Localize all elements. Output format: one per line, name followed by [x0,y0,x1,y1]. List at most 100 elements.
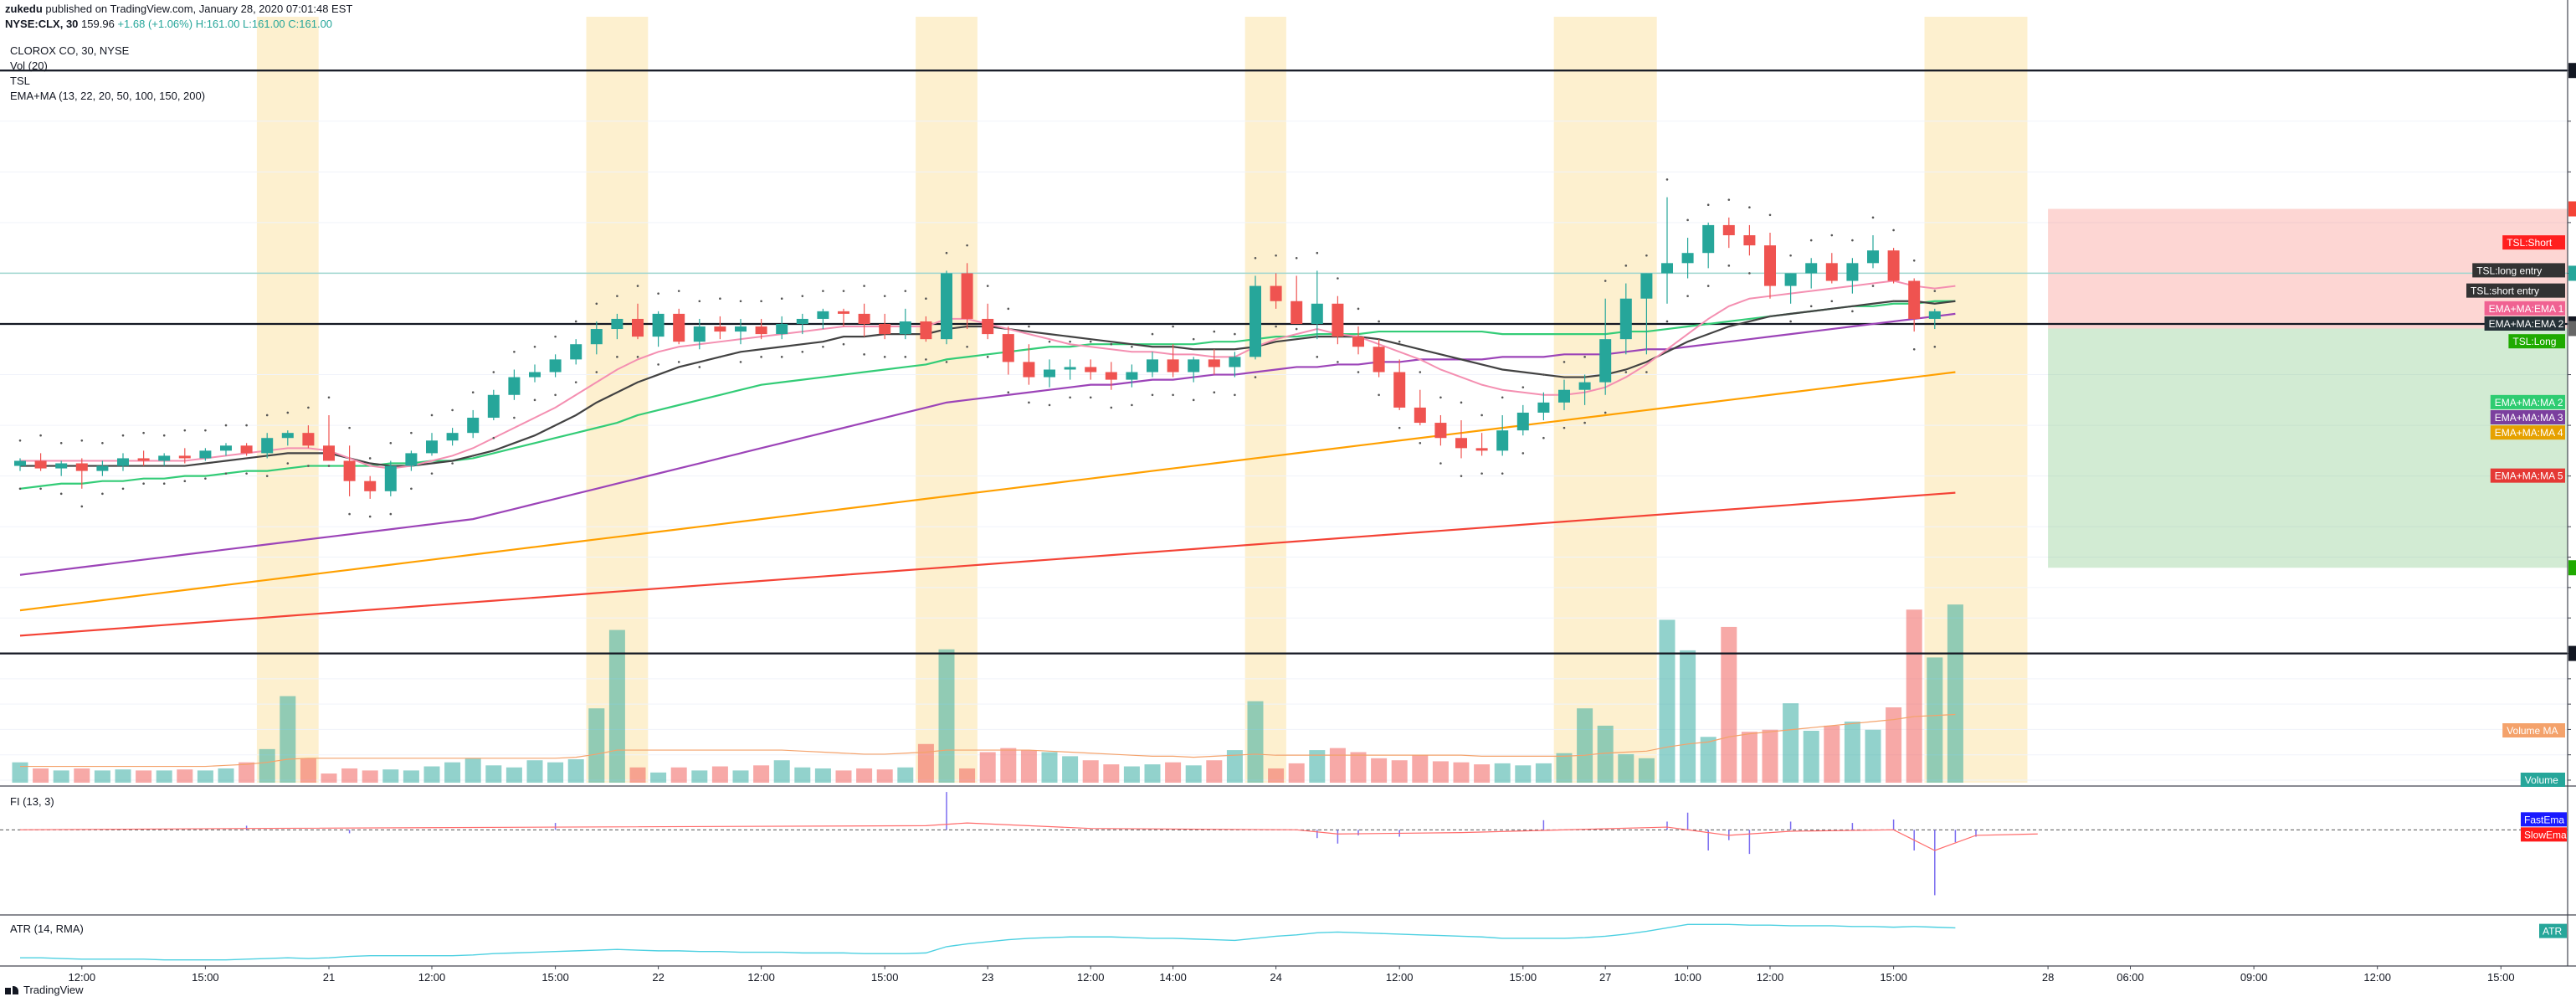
candle-body[interactable] [446,433,459,441]
candle-body[interactable] [1496,430,1509,451]
candle-body[interactable] [961,273,973,319]
candle-body[interactable] [1764,245,1776,286]
candle-body[interactable] [632,318,644,337]
candle-body[interactable] [982,318,994,335]
candle-body[interactable] [899,321,911,335]
candle-body[interactable] [920,321,932,340]
candle-body[interactable] [343,460,356,481]
candle-body[interactable] [1825,263,1838,281]
candle-body[interactable] [879,323,891,335]
candle-body[interactable] [1887,250,1900,281]
candle-body[interactable] [1332,303,1344,337]
candle-body[interactable] [96,465,109,471]
candle-body[interactable] [673,313,685,342]
candle-body[interactable] [590,329,603,345]
candle-body[interactable] [611,318,623,330]
candle-body[interactable] [1147,359,1158,373]
candle-body[interactable] [1208,359,1220,367]
candle-body[interactable] [652,313,665,337]
candle-body[interactable] [1105,372,1117,380]
candle-body[interactable] [1167,359,1179,373]
candle-body[interactable] [1702,224,1715,254]
candle-body[interactable] [1805,263,1818,274]
candle-body[interactable] [1928,311,1941,319]
candle-body[interactable] [1908,280,1921,319]
candle-body[interactable] [302,433,315,446]
candle-body[interactable] [1784,273,1797,286]
candle-body[interactable] [693,326,706,342]
candle-body[interactable] [1681,253,1694,264]
candle-body[interactable] [1599,339,1612,383]
author-name[interactable]: zukedu [5,3,43,15]
candle-body[interactable] [1393,372,1406,408]
candle-body[interactable] [384,465,397,491]
candle-body[interactable] [1661,263,1673,274]
candle-body[interactable] [1126,372,1138,380]
candle-body[interactable] [817,311,829,319]
candle-body[interactable] [549,359,562,373]
candle-body[interactable] [261,438,274,454]
candle-body[interactable] [405,453,418,466]
candle-body[interactable] [941,273,952,340]
candle-body[interactable] [714,326,726,332]
candle-body[interactable] [838,311,849,314]
candle-body[interactable] [487,394,500,419]
candle-body[interactable] [858,313,870,324]
candle-body[interactable] [1743,235,1756,246]
candle-body[interactable] [1291,301,1303,324]
candle-body[interactable] [199,450,212,459]
legend-ema-ma[interactable]: EMA+MA (13, 22, 20, 50, 100, 150, 200) [10,90,206,102]
candle-body[interactable] [570,344,582,360]
legend-force-index[interactable]: FI (13, 3) [10,795,54,808]
candle-body[interactable] [508,377,521,395]
candle-body[interactable] [1002,334,1014,362]
tradingview-logo[interactable]: TradingView [5,984,84,996]
candle-body[interactable] [1085,367,1097,373]
legend-atr[interactable]: ATR (14, RMA) [10,922,84,935]
candle-body[interactable] [220,445,232,451]
candle-body[interactable] [1558,389,1570,403]
candle-body[interactable] [1619,298,1632,340]
candle-body[interactable] [529,372,541,378]
target-zone[interactable] [2048,328,2568,568]
candle-body[interactable] [178,455,191,459]
candle-body[interactable] [1475,448,1488,451]
candle-body[interactable] [1270,285,1282,301]
candle-body[interactable] [1516,412,1529,431]
candle-body[interactable] [1229,357,1241,367]
candle-body[interactable] [467,418,480,434]
candle-body[interactable] [14,460,26,466]
candle-body[interactable] [1640,273,1653,299]
candle-body[interactable] [735,326,747,332]
candle-body[interactable] [240,445,253,454]
candle-body[interactable] [1044,369,1055,378]
candle-body[interactable] [796,318,808,324]
candle-body[interactable] [1023,362,1035,378]
candle-body[interactable] [1578,382,1591,390]
candle-body[interactable] [75,463,88,471]
candle-body[interactable] [755,326,767,335]
candle-body[interactable] [1352,337,1364,347]
candle-body[interactable] [34,460,47,469]
candle-body[interactable] [364,480,377,491]
candle-body[interactable] [1722,224,1735,236]
candle-body[interactable] [1188,359,1200,373]
candle-body[interactable] [117,458,129,466]
legend-volume[interactable]: Vol (20) [10,59,48,72]
candle-body[interactable] [281,433,294,439]
candle-body[interactable] [1846,263,1859,281]
candle-body[interactable] [1455,438,1467,449]
candle-body[interactable] [426,440,438,454]
candle-body[interactable] [1537,402,1550,413]
candle-body[interactable] [776,323,788,335]
candle-body[interactable] [1311,303,1323,324]
candle-body[interactable] [1434,423,1447,439]
candle-body[interactable] [1867,250,1879,264]
candle-body[interactable] [1250,285,1261,357]
candle-body[interactable] [137,458,150,461]
candle-body[interactable] [55,463,68,469]
candle-body[interactable] [158,455,171,461]
candle-body[interactable] [1414,407,1426,424]
legend-tsl[interactable]: TSL [10,75,30,87]
